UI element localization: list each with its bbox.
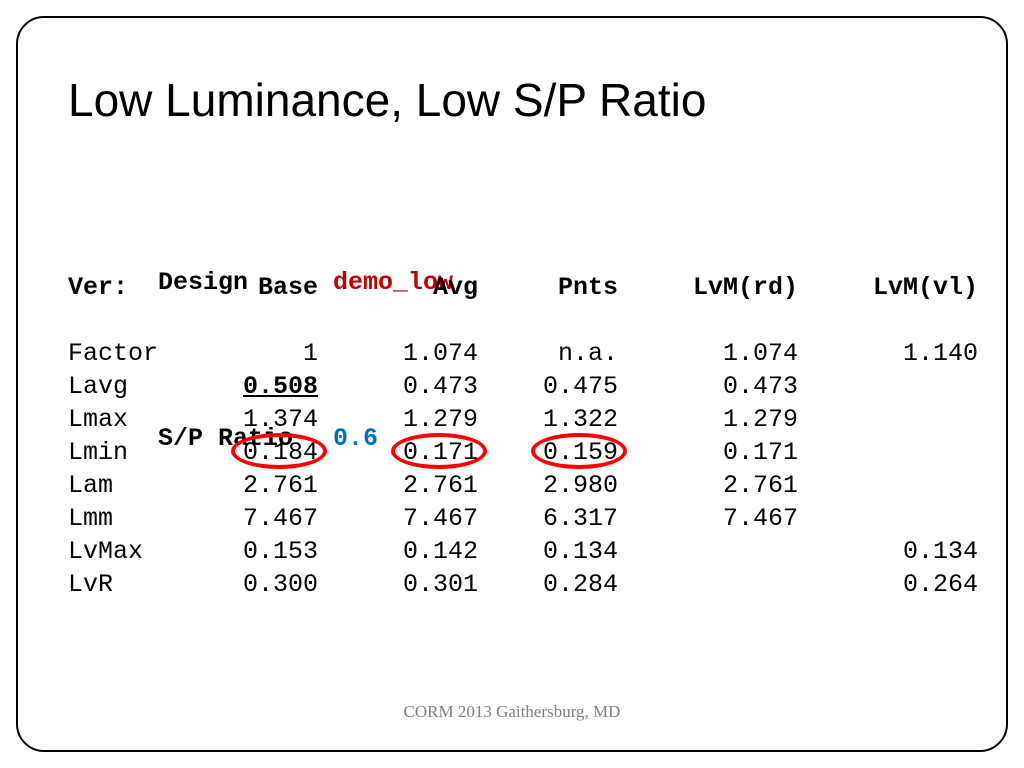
table-row-label: Lmax — [68, 405, 188, 438]
table-cell: 0.473 — [318, 372, 478, 405]
table-row-label: Factor — [68, 339, 188, 372]
table-col-base: Base — [188, 273, 318, 306]
data-table: Ver: Base Avg Pnts LvM(rd) LvM(vl) Facto… — [68, 273, 978, 603]
slide-frame: Low Luminance, Low S/P Ratio Designdemo_… — [16, 16, 1008, 752]
data-table-wrap: Ver: Base Avg Pnts LvM(rd) LvM(vl) Facto… — [68, 273, 978, 603]
table-row: Lmm7.4677.4676.3177.467 — [68, 504, 978, 537]
table-cell: 2.761 — [618, 471, 798, 504]
table-cell: 0.153 — [188, 537, 318, 570]
table-row-label: Lavg — [68, 372, 188, 405]
highlight-circle — [531, 433, 627, 469]
table-cell — [798, 438, 978, 471]
table-col-avg: Avg — [318, 273, 478, 306]
table-row: Lmin0.1840.1710.1590.171 — [68, 438, 978, 471]
table-cell: 0.171 — [318, 438, 478, 471]
table-cell: 0.264 — [798, 570, 978, 603]
table-row: Factor11.074n.a.1.0741.140 — [68, 339, 978, 372]
table-header-label: Ver: — [68, 273, 188, 306]
table-cell: 2.980 — [478, 471, 618, 504]
table-cell: 7.467 — [188, 504, 318, 537]
table-row-label: Lam — [68, 471, 188, 504]
table-row: LvR0.3000.3010.284 0.264 — [68, 570, 978, 603]
table-row-label: LvR — [68, 570, 188, 603]
table-cell: 0.171 — [618, 438, 798, 471]
table-row-label: Lmm — [68, 504, 188, 537]
table-cell: 2.761 — [188, 471, 318, 504]
table-col-pnts: Pnts — [478, 273, 618, 306]
table-cell: 1.279 — [318, 405, 478, 438]
table-cell: 1.374 — [188, 405, 318, 438]
table-cell — [798, 405, 978, 438]
table-cell: 0.159 — [478, 438, 618, 471]
table-cell — [618, 537, 798, 570]
table-cell: 0.134 — [798, 537, 978, 570]
table-cell — [618, 570, 798, 603]
table-cell: 0.301 — [318, 570, 478, 603]
table-cell: 1 — [188, 339, 318, 372]
table-cell: 0.284 — [478, 570, 618, 603]
table-cell — [798, 471, 978, 504]
table-cell: 0.134 — [478, 537, 618, 570]
table-cell — [798, 372, 978, 405]
table-col-lvmvl: LvM(vl) — [798, 273, 978, 306]
table-row: Lmax1.3741.2791.3221.279 — [68, 405, 978, 438]
table-cell: 1.140 — [798, 339, 978, 372]
table-cell: 1.279 — [618, 405, 798, 438]
table-row: Lam2.7612.7612.9802.761 — [68, 471, 978, 504]
table-cell: 1.074 — [318, 339, 478, 372]
table-header-spacer — [68, 306, 978, 339]
slide-footer: CORM 2013 Gaithersburg, MD — [18, 702, 1006, 722]
highlight-circle — [391, 433, 487, 469]
table-cell: 0.508 — [188, 372, 318, 405]
slide-title: Low Luminance, Low S/P Ratio — [68, 73, 706, 127]
table-cell: 7.467 — [618, 504, 798, 537]
table-cell: 1.074 — [618, 339, 798, 372]
table-col-lvmrd: LvM(rd) — [618, 273, 798, 306]
table-cell: 0.142 — [318, 537, 478, 570]
table-cell: 6.317 — [478, 504, 618, 537]
table-cell: 7.467 — [318, 504, 478, 537]
table-row-label: LvMax — [68, 537, 188, 570]
table-cell: 2.761 — [318, 471, 478, 504]
table-cell: 1.322 — [478, 405, 618, 438]
table-header-row: Ver: Base Avg Pnts LvM(rd) LvM(vl) — [68, 273, 978, 306]
table-cell: n.a. — [478, 339, 618, 372]
table-cell: 0.184 — [188, 438, 318, 471]
table-row: Lavg0.5080.4730.4750.473 — [68, 372, 978, 405]
table-row-label: Lmin — [68, 438, 188, 471]
highlight-circle — [231, 433, 327, 469]
table-row: LvMax0.1530.1420.1340.134 — [68, 537, 978, 570]
table-cell: 0.473 — [618, 372, 798, 405]
table-cell: 0.475 — [478, 372, 618, 405]
table-cell: 0.300 — [188, 570, 318, 603]
table-cell — [798, 504, 978, 537]
